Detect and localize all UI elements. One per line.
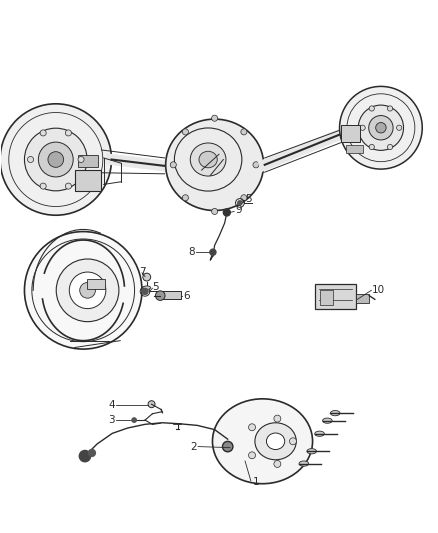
- Bar: [356, 294, 369, 303]
- Ellipse shape: [322, 418, 332, 423]
- Bar: [346, 145, 363, 153]
- Circle shape: [143, 273, 151, 281]
- Circle shape: [369, 106, 374, 111]
- Circle shape: [253, 162, 259, 168]
- Circle shape: [210, 249, 216, 255]
- Text: 1: 1: [253, 477, 260, 487]
- Bar: [315, 284, 356, 309]
- Circle shape: [369, 116, 393, 140]
- Circle shape: [388, 144, 392, 150]
- Circle shape: [79, 450, 91, 462]
- Circle shape: [148, 401, 155, 408]
- Circle shape: [69, 272, 106, 309]
- Circle shape: [223, 209, 230, 216]
- Circle shape: [56, 259, 119, 322]
- Circle shape: [223, 441, 233, 452]
- Ellipse shape: [307, 449, 317, 454]
- Text: 5: 5: [152, 281, 159, 292]
- Circle shape: [155, 291, 165, 301]
- Circle shape: [142, 288, 148, 294]
- Ellipse shape: [315, 431, 324, 437]
- Ellipse shape: [190, 143, 226, 176]
- Circle shape: [48, 152, 64, 167]
- Circle shape: [369, 144, 374, 150]
- Circle shape: [40, 130, 46, 136]
- Bar: [78, 155, 99, 167]
- Circle shape: [40, 183, 46, 189]
- Ellipse shape: [143, 286, 151, 289]
- Circle shape: [28, 157, 34, 163]
- Circle shape: [80, 282, 95, 298]
- Ellipse shape: [255, 423, 296, 460]
- Circle shape: [360, 125, 365, 131]
- Circle shape: [274, 461, 281, 467]
- Circle shape: [65, 130, 71, 136]
- Circle shape: [376, 123, 386, 133]
- Circle shape: [241, 129, 247, 135]
- Circle shape: [182, 195, 188, 201]
- Circle shape: [132, 418, 136, 422]
- Circle shape: [88, 449, 95, 456]
- Circle shape: [78, 157, 84, 163]
- Circle shape: [241, 195, 247, 201]
- Circle shape: [170, 162, 177, 168]
- Circle shape: [25, 231, 142, 349]
- Text: 2: 2: [191, 441, 197, 451]
- Circle shape: [249, 424, 255, 431]
- Ellipse shape: [199, 151, 217, 168]
- Text: 6: 6: [184, 290, 190, 301]
- Ellipse shape: [212, 399, 313, 484]
- Circle shape: [238, 201, 242, 205]
- Text: 9: 9: [235, 205, 242, 215]
- Bar: [160, 291, 181, 298]
- Text: 5: 5: [245, 193, 252, 204]
- Circle shape: [396, 125, 402, 131]
- Circle shape: [274, 415, 281, 422]
- Circle shape: [339, 86, 422, 169]
- Bar: [341, 125, 360, 142]
- Text: 4: 4: [109, 400, 116, 410]
- Text: 8: 8: [188, 247, 195, 257]
- Circle shape: [249, 452, 255, 459]
- Bar: [320, 290, 333, 305]
- Circle shape: [182, 129, 188, 135]
- Bar: [75, 170, 101, 191]
- Ellipse shape: [299, 461, 309, 466]
- Circle shape: [65, 183, 71, 189]
- Circle shape: [290, 438, 297, 445]
- Ellipse shape: [166, 119, 264, 211]
- Text: 7: 7: [139, 267, 145, 277]
- Circle shape: [39, 142, 73, 177]
- Bar: [87, 279, 105, 289]
- Circle shape: [212, 115, 218, 121]
- Ellipse shape: [330, 410, 340, 416]
- Text: 3: 3: [108, 415, 115, 425]
- Text: 10: 10: [372, 285, 385, 295]
- Circle shape: [388, 106, 392, 111]
- Circle shape: [0, 104, 112, 215]
- Circle shape: [25, 128, 87, 191]
- Circle shape: [212, 208, 218, 214]
- Ellipse shape: [266, 433, 285, 449]
- Circle shape: [358, 105, 403, 150]
